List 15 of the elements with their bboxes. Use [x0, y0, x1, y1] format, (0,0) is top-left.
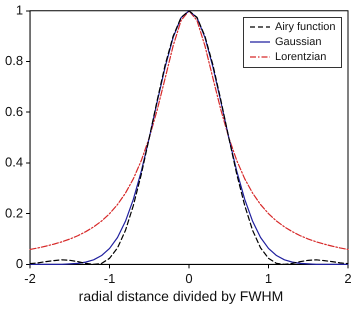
y-tick-label: 0 — [16, 256, 24, 271]
x-tick-label: 0 — [185, 270, 193, 286]
legend-label: Gaussian — [275, 36, 322, 48]
y-tick-label: 0.2 — [4, 205, 24, 220]
legend-label: Airy function — [275, 21, 336, 34]
legend-label: Lorentzian — [275, 51, 326, 64]
x-tick-label: 1 — [264, 270, 272, 286]
y-tick-label: 0.4 — [4, 154, 24, 170]
y-tick-label: 1 — [16, 2, 24, 18]
x-tick-label: -1 — [104, 270, 116, 286]
x-axis-title: radial distance divided by FWHM — [78, 288, 284, 304]
y-tick-label: 0.8 — [4, 53, 24, 68]
y-tick-label: 0.6 — [4, 104, 24, 119]
x-tick-label: -2 — [24, 270, 36, 286]
x-tick-label: 2 — [344, 270, 352, 286]
